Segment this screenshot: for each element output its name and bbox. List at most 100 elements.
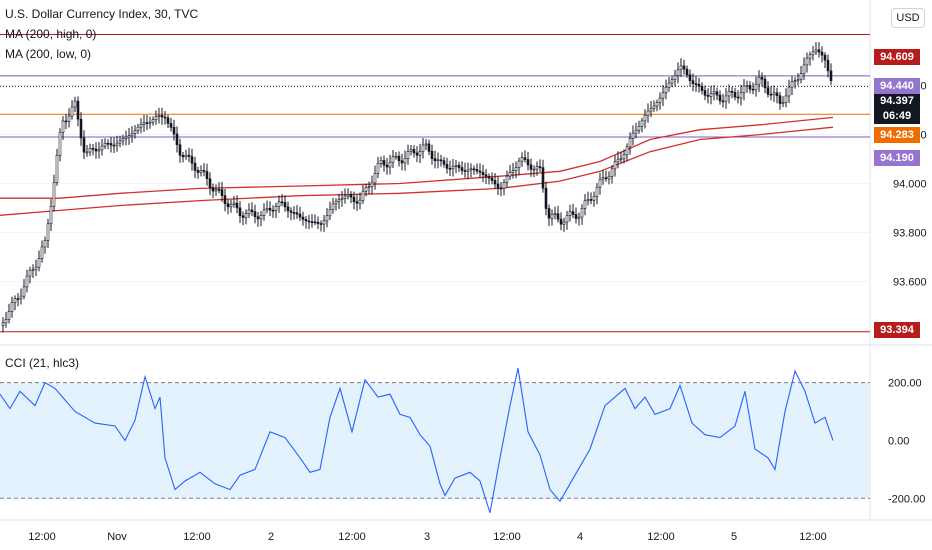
candle-body [700, 85, 704, 91]
candle-body [223, 195, 227, 204]
candle-body [709, 93, 713, 97]
candle-body [529, 164, 533, 170]
candle-body [262, 209, 266, 216]
candle-body [199, 170, 203, 173]
candle-body [1, 322, 5, 326]
candle-body [145, 122, 149, 124]
candle-body [640, 120, 644, 127]
candle-body [760, 76, 764, 80]
candle-body [490, 177, 494, 181]
candle-body [187, 154, 191, 157]
candle-body [661, 92, 665, 99]
candle-body [154, 116, 158, 120]
candle-body [712, 91, 716, 94]
candle-body [676, 69, 680, 76]
ma-high-price-badge: 94.440 [874, 78, 920, 94]
cci-legend[interactable]: CCI (21, hlc3) [5, 356, 80, 370]
support-price-badge: 93.394 [874, 322, 920, 338]
candle-body [133, 130, 137, 134]
candle-body [478, 170, 482, 173]
candle-body [19, 295, 23, 300]
candle-body [394, 155, 398, 158]
candle-body [664, 86, 668, 93]
candle-body [481, 171, 485, 175]
candle-body [397, 155, 401, 162]
candle-body [28, 269, 32, 277]
candle-body [331, 203, 335, 210]
candle-body [160, 115, 164, 118]
candle-body [190, 156, 194, 164]
price-tick-label: 93.600 [893, 276, 927, 288]
candle-body [451, 166, 455, 170]
candle-body [391, 156, 395, 163]
candle-body [625, 146, 629, 156]
candle-body [652, 105, 656, 109]
candle-body [25, 275, 29, 288]
candle-body [70, 106, 74, 117]
candle-body [598, 178, 602, 188]
candle-body [559, 218, 563, 225]
candle-body [226, 203, 230, 208]
candle-body [484, 174, 488, 177]
candle-body [250, 209, 254, 212]
candle-body [214, 189, 218, 192]
candle-body [706, 94, 710, 97]
candle-body [592, 196, 596, 201]
candle-body [139, 123, 143, 128]
candle-body [382, 160, 386, 166]
candle-body [124, 136, 128, 139]
time-tick-label: 12:00 [28, 531, 56, 543]
candle-body [601, 177, 605, 180]
candle-body [646, 110, 650, 116]
candle-body [361, 190, 365, 201]
candle-body [631, 132, 635, 139]
candle-body [151, 119, 155, 123]
candle-body [109, 143, 113, 146]
candle-body [577, 216, 581, 219]
candle-body [793, 80, 797, 83]
candle-body [610, 168, 614, 177]
candle-body [469, 168, 473, 171]
candle-body [4, 319, 8, 324]
candle-body [238, 207, 242, 217]
candle-body [730, 90, 734, 93]
time-tick-label: 4 [577, 531, 583, 543]
candle-body [97, 149, 101, 152]
candle-body [181, 155, 185, 158]
candle-body [814, 49, 818, 53]
candle-body [727, 90, 731, 97]
candle-body [751, 88, 755, 91]
candle-body [127, 135, 131, 138]
candle-body [217, 189, 221, 191]
candle-body [322, 220, 326, 225]
time-tick-label: 12:00 [338, 531, 366, 543]
candle-body [373, 173, 377, 184]
ma-high-legend[interactable]: MA (200, high, 0) [5, 27, 97, 41]
candle-body [790, 81, 794, 88]
candle-body [184, 154, 188, 158]
candle-body [688, 74, 692, 81]
currency-button[interactable]: USD [891, 8, 925, 28]
candle-body [334, 200, 338, 205]
candle-body [523, 157, 527, 160]
candle-body [586, 199, 590, 202]
candle-body [325, 215, 329, 222]
candle-body [802, 64, 806, 74]
candle-body [679, 65, 683, 71]
candle-body [172, 127, 176, 135]
candle-body [556, 213, 560, 220]
time-tick-label: 5 [731, 531, 737, 543]
ma-low-legend[interactable]: MA (200, low, 0) [5, 47, 92, 61]
cci-band [0, 382, 870, 499]
candle-body [622, 154, 626, 160]
candle-body [271, 209, 275, 212]
candle-body [442, 160, 446, 165]
time-tick-label: 3 [424, 531, 430, 543]
candle-body [520, 157, 524, 162]
ma-low-price-badge: 94.190 [874, 150, 920, 166]
candle-body [502, 181, 506, 189]
candle-body [448, 168, 452, 170]
candle-body [682, 65, 686, 70]
candle-body [247, 209, 251, 214]
candle-body [256, 216, 260, 220]
